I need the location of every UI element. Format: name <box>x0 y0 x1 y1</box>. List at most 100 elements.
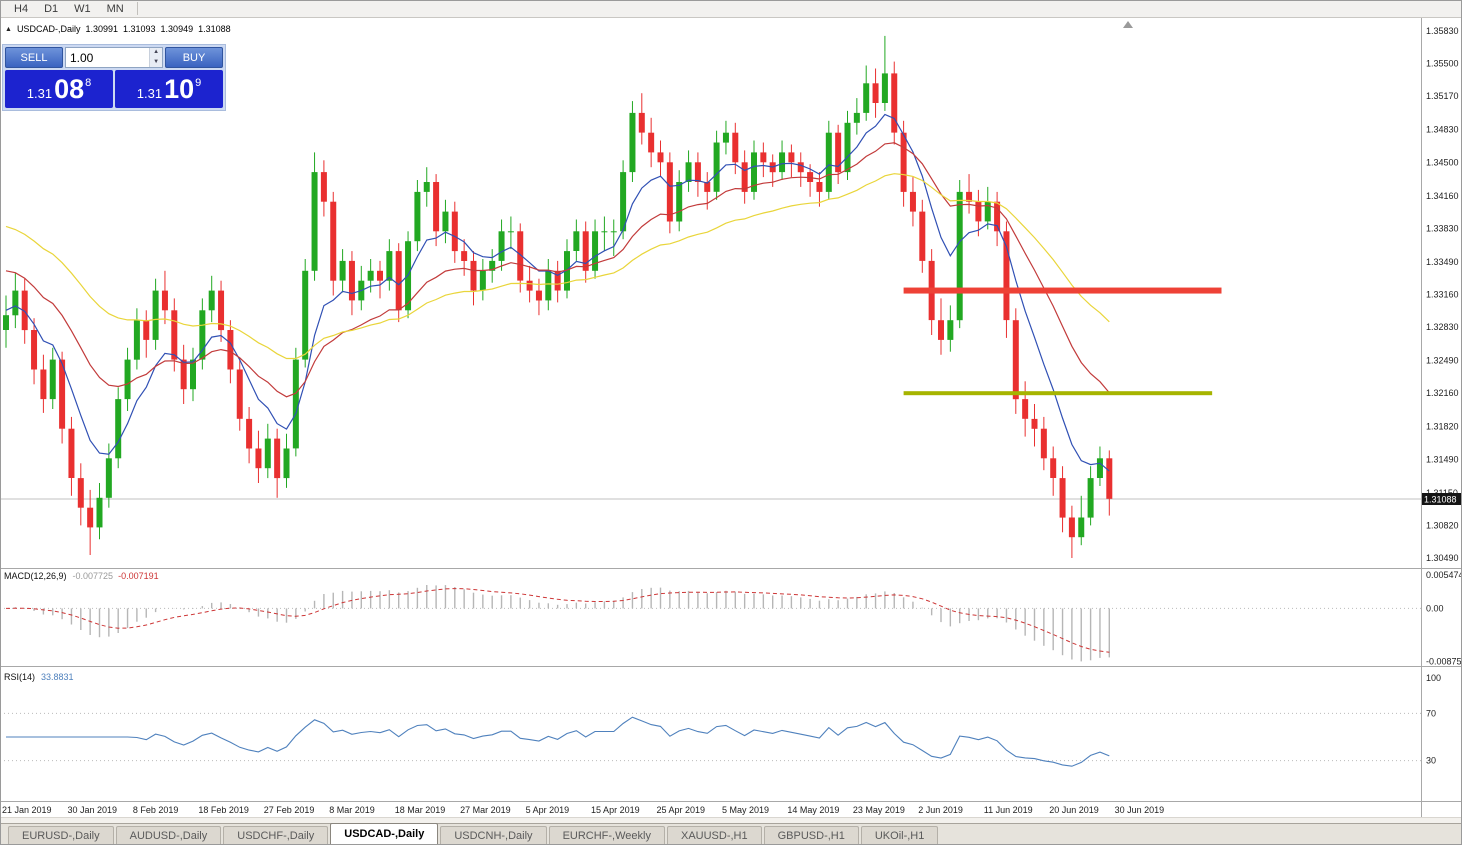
bull-candle <box>779 152 786 173</box>
price-tick-label: 1.31820 <box>1426 422 1459 432</box>
price-tick-label: 1.34830 <box>1426 125 1459 135</box>
buy-price-pips: 10 <box>164 73 195 104</box>
bull-candle <box>564 251 570 291</box>
chart-tab-usdcnh[interactable]: USDCNH-,Daily <box>440 826 547 845</box>
rsi-value: 33.8831 <box>41 672 74 682</box>
bull-candle <box>199 310 206 360</box>
bear-candle <box>395 251 402 311</box>
chart-tab-ukoil[interactable]: UKOil-,H1 <box>860 826 939 845</box>
price-tick-label: 1.30820 <box>1426 520 1459 530</box>
chart-header: ▲ USDCAD-,Daily 1.30991 1.31093 1.30949 … <box>5 24 231 34</box>
volume-decrease-button[interactable]: ▼ <box>150 57 162 67</box>
date-label: 18 Mar 2019 <box>395 805 446 815</box>
bull-candle <box>105 458 112 498</box>
bull-candle <box>881 73 888 103</box>
buy-price-box[interactable]: 1.31 10 9 <box>115 70 223 108</box>
bear-candle <box>517 231 524 281</box>
bear-candle <box>348 260 355 301</box>
support-line[interactable] <box>903 391 1213 396</box>
bull-candle <box>489 260 496 271</box>
bear-candle <box>788 152 795 163</box>
horizontal-scrollbar[interactable] <box>0 817 1462 823</box>
price-tick-label: 1.33490 <box>1426 257 1459 267</box>
bull-candle <box>479 270 486 291</box>
ohlc-low: 1.30949 <box>160 24 194 34</box>
chart-tab-usdcad[interactable]: USDCAD-,Daily <box>330 823 439 845</box>
bear-candle <box>919 211 926 261</box>
sell-price-box[interactable]: 1.31 08 8 <box>5 70 113 108</box>
bear-candle <box>582 231 589 271</box>
bull-candle <box>620 172 627 232</box>
current-price-badge-label: 1.31088 <box>1424 494 1457 504</box>
bear-candle <box>1068 517 1075 538</box>
bear-candle <box>377 270 383 281</box>
one-click-trading-panel: SELL ▲ ▼ BUY 1.31 08 8 1.31 10 9 <box>2 44 226 111</box>
volume-increase-button[interactable]: ▲ <box>150 48 162 58</box>
bear-candle <box>526 280 533 291</box>
bear-candle <box>966 191 973 202</box>
bear-candle <box>816 182 823 192</box>
current-price-badge <box>1422 492 1462 505</box>
bear-candle <box>797 162 804 173</box>
resistance-line[interactable] <box>903 287 1222 294</box>
timeframe-h4-button[interactable]: H4 <box>14 2 29 15</box>
macd-axis-label: 0.005474 <box>1426 570 1462 580</box>
bear-candle <box>872 83 879 103</box>
bear-candle <box>180 359 187 390</box>
bear-candle <box>938 320 944 340</box>
buy-button[interactable]: BUY <box>165 47 223 68</box>
bear-candle <box>666 162 673 222</box>
date-label: 11 Jun 2019 <box>984 805 1033 815</box>
collapse-trade-panel-icon[interactable]: ▲ <box>5 25 12 33</box>
bear-candle <box>704 182 711 192</box>
bull-candle <box>292 359 299 449</box>
date-label: 30 Jan 2019 <box>67 805 117 815</box>
date-label: 14 May 2019 <box>787 805 839 815</box>
timeframe-d1-button[interactable]: D1 <box>44 2 59 15</box>
bear-candle <box>1031 418 1038 429</box>
chart-tab-eurusd[interactable]: EURUSD-,Daily <box>8 826 114 845</box>
bear-candle <box>451 211 458 252</box>
buy-price-point: 9 <box>195 76 202 89</box>
bear-candle <box>1050 458 1057 478</box>
price-tick-label: 1.31150 <box>1426 488 1458 498</box>
bull-candle <box>152 290 159 340</box>
chart-tabs-bar: EURUSD-,Daily AUDUSD-,Daily USDCHF-,Daily U… <box>0 823 1462 845</box>
bear-candle <box>433 182 440 232</box>
bull-candle <box>414 191 421 242</box>
chart-tab-audusd[interactable]: AUDUSD-,Daily <box>115 826 222 845</box>
chart-tab-gbpusd[interactable]: GBPUSD-,H1 <box>763 826 859 845</box>
timeframe-mn-button[interactable]: MN <box>106 2 124 15</box>
chart-shift-marker-icon[interactable] <box>1123 21 1133 28</box>
bull-candle <box>592 231 599 271</box>
sell-price-pips: 08 <box>54 73 85 104</box>
bull-candle <box>601 231 608 233</box>
date-label: 23 May 2019 <box>853 805 905 815</box>
bear-candle <box>330 201 337 281</box>
sell-button[interactable]: SELL <box>5 47 63 68</box>
bull-candle <box>339 260 346 281</box>
bull-candle <box>133 320 140 360</box>
chart-tab-xauusd[interactable]: XAUUSD-,H1 <box>666 826 762 845</box>
bull-candle <box>498 231 505 261</box>
bear-candle <box>732 132 739 163</box>
price-tick-label: 1.35170 <box>1426 91 1459 101</box>
price-tick-label: 1.33830 <box>1426 223 1459 233</box>
rsi-axis-label: 70 <box>1426 708 1436 718</box>
date-label: 30 Jun 2019 <box>1115 805 1165 815</box>
bull-candle <box>442 211 449 232</box>
bear-candle <box>40 369 47 400</box>
bear-candle <box>554 270 561 291</box>
ohlc-high: 1.31093 <box>123 24 156 34</box>
bull-candle <box>264 438 271 469</box>
chart-tab-eurchf[interactable]: EURCHF-,Weekly <box>548 826 665 845</box>
ma-20-line <box>5 142 1110 398</box>
chart-tab-usdchf[interactable]: USDCHF-,Daily <box>223 826 329 845</box>
macd-signal-line <box>5 588 1110 653</box>
bear-candle <box>1059 478 1066 518</box>
volume-input[interactable] <box>66 48 150 67</box>
bear-candle <box>694 162 701 182</box>
timeframe-w1-button[interactable]: W1 <box>74 2 91 15</box>
bear-candle <box>87 507 94 528</box>
